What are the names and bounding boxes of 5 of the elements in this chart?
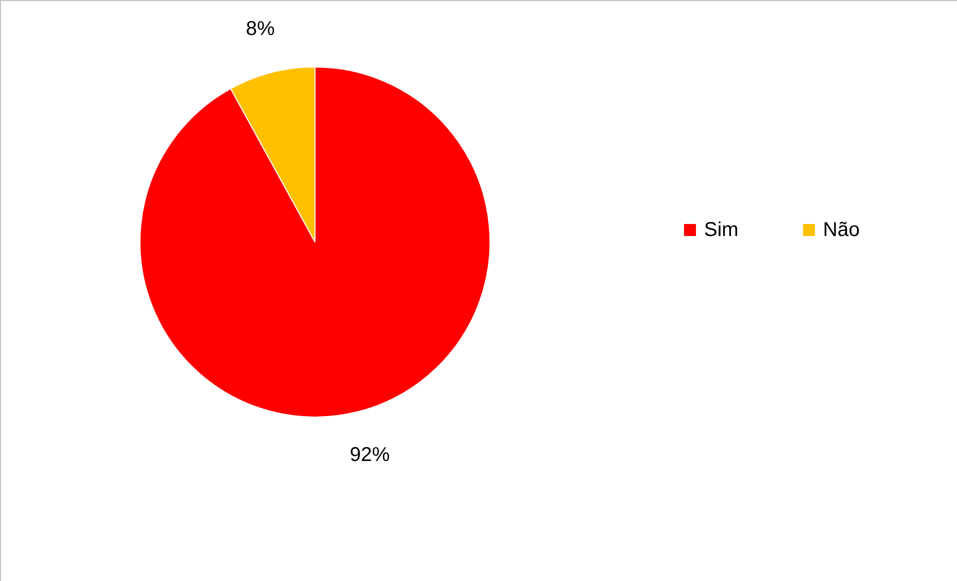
legend-label: Não	[823, 219, 860, 241]
data-label: 92%	[350, 444, 390, 466]
pie-slice	[140, 66, 490, 418]
legend-label: Sim	[704, 219, 738, 241]
data-label: 8%	[246, 18, 275, 40]
